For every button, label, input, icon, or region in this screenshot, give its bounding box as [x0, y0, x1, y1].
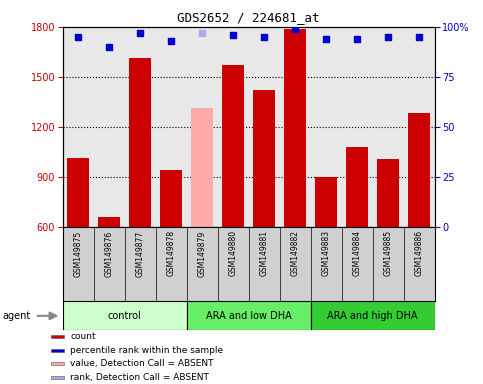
Text: control: control: [108, 311, 142, 321]
Text: GSM149885: GSM149885: [384, 230, 393, 276]
Point: [168, 38, 175, 44]
Text: ARA and low DHA: ARA and low DHA: [206, 311, 292, 321]
Text: GSM149878: GSM149878: [167, 230, 176, 276]
Point: [384, 34, 392, 40]
Text: agent: agent: [2, 311, 30, 321]
Bar: [51, 336, 64, 338]
Text: GSM149877: GSM149877: [136, 230, 145, 276]
Point: [136, 30, 144, 36]
Point: [105, 44, 113, 50]
Bar: [284, 28, 306, 227]
Point: [74, 34, 82, 40]
Text: rank, Detection Call = ABSENT: rank, Detection Call = ABSENT: [70, 373, 209, 382]
Point: [229, 32, 237, 38]
Bar: [187, 301, 311, 330]
Point: [354, 36, 361, 42]
Text: value, Detection Call = ABSENT: value, Detection Call = ABSENT: [70, 359, 213, 368]
Text: GSM149876: GSM149876: [105, 230, 114, 276]
Text: ARA and high DHA: ARA and high DHA: [327, 311, 418, 321]
Point: [322, 36, 330, 42]
Bar: [160, 170, 182, 227]
Bar: [51, 376, 64, 379]
Bar: [377, 159, 399, 227]
Bar: [408, 113, 430, 227]
Bar: [311, 301, 435, 330]
Bar: [68, 158, 89, 227]
Text: GSM149882: GSM149882: [291, 230, 300, 276]
Point: [260, 34, 268, 40]
Text: GSM149881: GSM149881: [260, 230, 269, 276]
Title: GDS2652 / 224681_at: GDS2652 / 224681_at: [177, 11, 320, 24]
Point: [291, 26, 299, 32]
Text: percentile rank within the sample: percentile rank within the sample: [70, 346, 223, 355]
Bar: [99, 217, 120, 227]
Text: GSM149875: GSM149875: [74, 230, 83, 276]
Bar: [222, 65, 244, 227]
Bar: [63, 301, 187, 330]
Bar: [346, 147, 368, 227]
Bar: [51, 362, 64, 365]
Text: GSM149886: GSM149886: [415, 230, 424, 276]
Bar: [191, 108, 213, 227]
Text: GSM149880: GSM149880: [229, 230, 238, 276]
Text: GSM149879: GSM149879: [198, 230, 207, 276]
Point: [415, 34, 423, 40]
Bar: [254, 90, 275, 227]
Bar: [315, 177, 337, 227]
Text: count: count: [70, 333, 96, 341]
Bar: [51, 349, 64, 352]
Text: GSM149883: GSM149883: [322, 230, 331, 276]
Point: [199, 30, 206, 36]
Text: GSM149884: GSM149884: [353, 230, 362, 276]
Bar: [129, 58, 151, 227]
